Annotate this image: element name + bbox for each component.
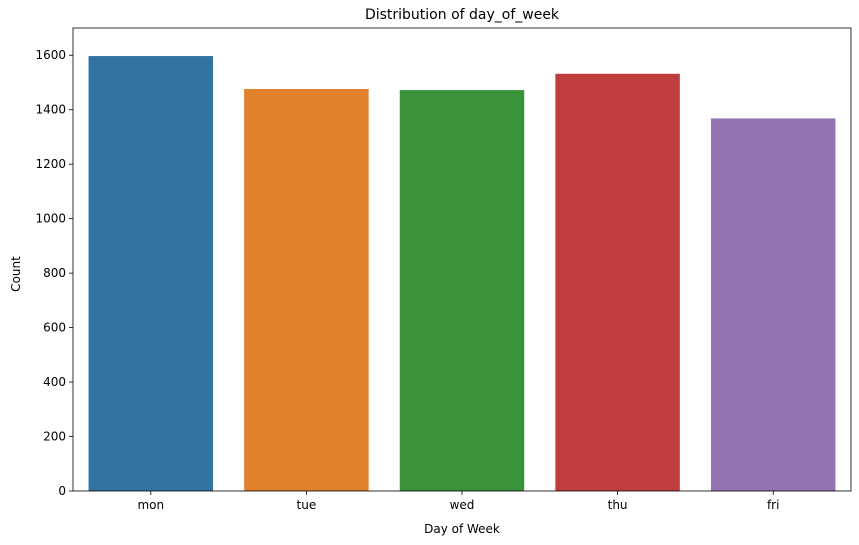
y-axis-ticks: 0 200 400 600 800 1000 1200 1400 1600 <box>35 48 73 498</box>
y-axis-label: Count <box>9 256 23 292</box>
bars-group <box>88 56 836 492</box>
x-axis-ticks: mon tue wed thu fri <box>137 491 779 512</box>
x-tick-label: thu <box>608 498 628 512</box>
y-tick-label: 200 <box>43 430 66 444</box>
bar-mon <box>88 56 214 492</box>
x-tick-label: tue <box>297 498 317 512</box>
x-tick-label: mon <box>137 498 164 512</box>
y-tick-label: 400 <box>43 375 66 389</box>
chart-title: Distribution of day_of_week <box>365 7 560 23</box>
plot-border <box>72 27 852 492</box>
plot-frame <box>72 27 852 492</box>
y-tick-label: 1000 <box>35 212 66 226</box>
x-axis-label: Day of Week <box>424 522 500 536</box>
x-tick-label: fri <box>767 498 780 512</box>
x-tick-label: wed <box>450 498 475 512</box>
bar-thu <box>555 73 680 491</box>
bar-fri <box>710 118 836 492</box>
y-tick-label: 800 <box>43 266 66 280</box>
y-tick-label: 1400 <box>35 103 66 117</box>
bar-tue <box>244 89 369 491</box>
bar-wed <box>399 90 525 491</box>
y-tick-label: 600 <box>43 321 66 335</box>
y-tick-label: 1200 <box>35 157 66 171</box>
y-tick-label: 1600 <box>35 48 66 62</box>
y-tick-label: 0 <box>58 484 66 498</box>
